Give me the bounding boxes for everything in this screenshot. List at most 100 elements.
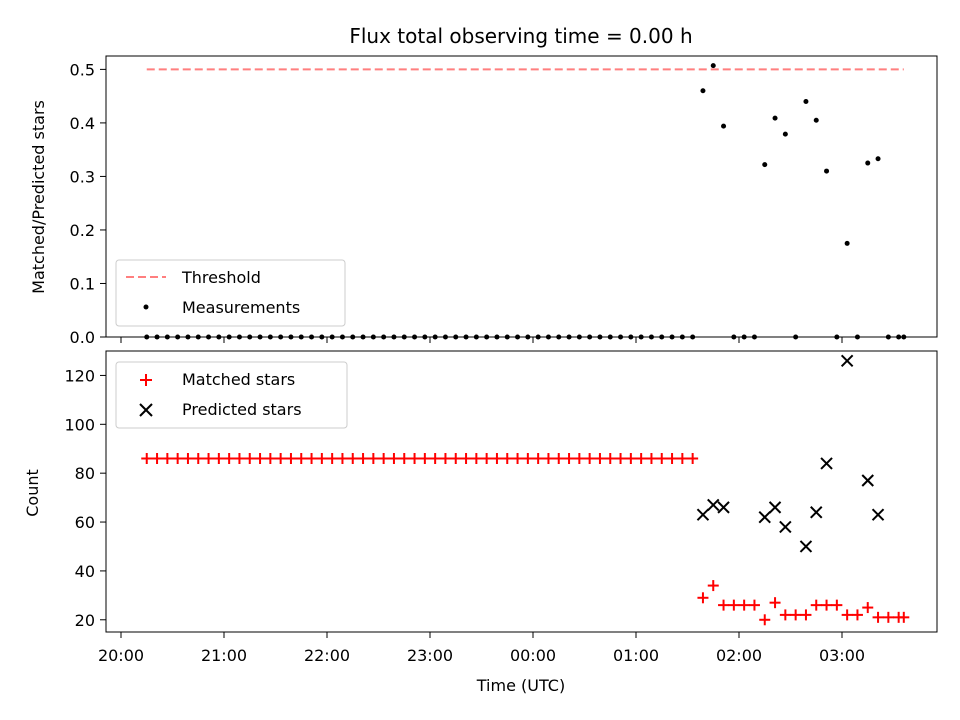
measurement-point [710, 63, 716, 69]
bottom-panel: Count Time (UTC) 20 40 60 80 100 120 20:00 21:… [23, 350, 938, 695]
top-axes-frame [105, 55, 938, 338]
matched-star-point [367, 453, 379, 465]
bottom-x-axis-label: Time (UTC) [476, 676, 565, 695]
matched-star-point [707, 580, 719, 592]
measurement-point [700, 88, 706, 94]
matched-star-point [275, 453, 287, 465]
measurement-point [824, 168, 830, 174]
bottom-x-tick-label: 00:00 [510, 646, 556, 665]
matched-star-point [501, 453, 513, 465]
matched-star-point [491, 453, 503, 465]
predicted-star-point [717, 501, 730, 514]
legend-matched-swatch [140, 374, 152, 386]
predicted-star-point [861, 474, 874, 487]
predicted-star-point [779, 520, 792, 534]
matched-star-point [656, 453, 668, 465]
matched-star-point [326, 453, 338, 465]
matched-star-point [625, 453, 637, 465]
matched-star-point [573, 453, 585, 465]
matched-star-point [769, 597, 781, 609]
matched-star-point [604, 453, 616, 465]
top-x-ticks [120, 337, 843, 343]
top-panel: Matched/Predicted stars 0.00.10.20.30.40… [29, 55, 938, 347]
bottom-x-tick-label: 20:00 [98, 646, 144, 665]
top-y-tick-label: 0.4 [70, 114, 95, 133]
matched-star-point [872, 611, 884, 623]
matched-star-point [882, 611, 894, 623]
predicted-star-point [758, 510, 771, 524]
bottom-y-tick-label: 40 [75, 562, 95, 581]
measurement-point [865, 160, 871, 166]
matched-star-point [419, 453, 431, 465]
measurement-point [875, 156, 881, 162]
measurement-point [782, 131, 788, 137]
matched-star-point [862, 602, 874, 614]
matched-star-point [316, 453, 328, 465]
predicted-star-point [707, 498, 720, 512]
bottom-x-tick-label: 21:00 [201, 646, 247, 665]
top-y-axis-label: Matched/Predicted stars [29, 100, 48, 294]
matched-star-point [429, 453, 441, 465]
matched-star-point [244, 453, 256, 465]
matched-star-point [182, 453, 194, 465]
top-y-tick-label: 0.5 [70, 60, 95, 79]
matched-star-point [831, 599, 843, 611]
bottom-y-tick-label: 60 [75, 513, 95, 532]
matched-star-point [439, 453, 451, 465]
bottom-y-tick-label: 120 [64, 366, 95, 385]
matched-star-point [161, 453, 173, 465]
matched-star-point [254, 453, 266, 465]
legend-measurements-label: Measurements [182, 298, 300, 317]
bottom-x-ticks: 20:00 21:00 22:00 23:00 00:00 01:00 02:00 03:00 [98, 632, 865, 665]
predicted-stars-series [696, 354, 885, 553]
bottom-axes-frame [105, 350, 938, 633]
matched-star-point [192, 453, 204, 465]
measurement-point [721, 123, 727, 129]
matched-stars-series [141, 453, 910, 626]
top-y-tick-label: 0.0 [70, 328, 95, 347]
matched-star-point [645, 453, 657, 465]
matched-star-point [450, 453, 462, 465]
matched-star-point [295, 453, 307, 465]
matched-star-point [666, 453, 678, 465]
matched-star-point [584, 453, 596, 465]
legend-matched-label: Matched stars [182, 370, 295, 389]
bottom-x-tick-label: 22:00 [304, 646, 350, 665]
matched-star-point [563, 453, 575, 465]
measurement-point [772, 115, 778, 121]
bottom-x-tick-label: 02:00 [716, 646, 762, 665]
bottom-legend-box [115, 361, 348, 429]
matched-star-point [841, 609, 853, 621]
matched-star-point [522, 453, 534, 465]
matched-star-point [810, 599, 822, 611]
bottom-x-tick-label: 23:00 [407, 646, 453, 665]
matched-star-point [470, 453, 482, 465]
matched-star-point [738, 599, 750, 611]
bottom-legend: Matched stars Predicted stars [115, 361, 348, 429]
bottom-x-tick-label: 01:00 [613, 646, 659, 665]
bottom-y-tick-label: 100 [64, 415, 95, 434]
legend-measurements-swatch [143, 304, 149, 310]
matched-star-point [481, 453, 493, 465]
legend-predicted-label: Predicted stars [182, 400, 302, 419]
matched-star-point [635, 453, 647, 465]
measurement-point [844, 240, 850, 246]
matched-star-point [615, 453, 627, 465]
top-legend-box [115, 259, 346, 327]
matched-star-point [851, 609, 863, 621]
matched-star-point [728, 599, 740, 611]
predicted-star-point [799, 540, 813, 553]
predicted-star-point [810, 506, 823, 519]
matched-star-point [151, 453, 163, 465]
matched-star-point [800, 609, 812, 621]
matched-star-point [594, 453, 606, 465]
predicted-star-point [820, 457, 833, 470]
legend-threshold-label: Threshold [181, 268, 261, 287]
matched-star-point [357, 453, 369, 465]
predicted-star-point [840, 354, 854, 367]
matched-star-point [512, 453, 524, 465]
matched-star-point [336, 453, 348, 465]
matched-star-point [821, 599, 833, 611]
